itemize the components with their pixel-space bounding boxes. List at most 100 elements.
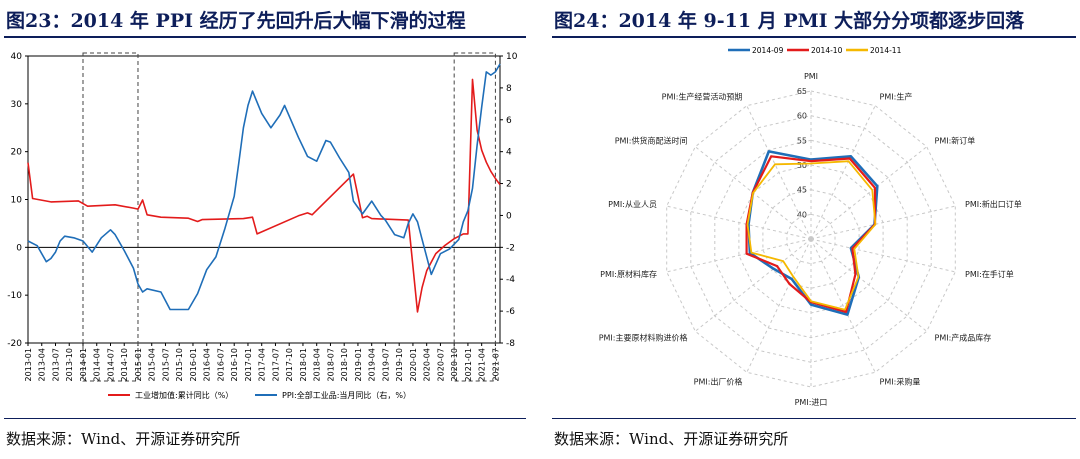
highlight-box xyxy=(82,52,139,382)
radar-axis-label: PMI:从业人员 xyxy=(608,199,657,209)
x-tick-label: 2021-01 xyxy=(464,348,473,381)
y-right-tick-label: -6 xyxy=(506,307,515,317)
radar-series-2014-11 xyxy=(746,160,877,311)
radar-axis-label: PMI:原材料库存 xyxy=(600,269,657,279)
legend-label: 2014-09 xyxy=(752,46,784,55)
x-tick-label: 2020-01 xyxy=(409,348,418,381)
x-tick-label: 2021-07 xyxy=(491,348,500,381)
radar-spoke xyxy=(810,238,928,332)
title-rule xyxy=(552,36,1076,38)
y-left-tick-label: 10 xyxy=(11,196,23,206)
x-tick-label: 2013-10 xyxy=(65,348,74,381)
x-tick-label: 2015-07 xyxy=(161,348,170,381)
x-tick-label: 2018-10 xyxy=(340,348,349,381)
x-tick-label: 2014-01 xyxy=(79,348,88,381)
left-panel: 图23：2014 年 PPI 经历了先回升后大幅下滑的过程 40 30 20 10 0-… xyxy=(0,0,530,459)
x-tick-label: 2016-01 xyxy=(189,348,198,381)
radar-axis-label: PMI:出厂价格 xyxy=(694,376,743,386)
y-left-tick-label: 0 xyxy=(16,243,22,253)
legend-label: 工业增加值:累计同比（%） xyxy=(135,390,233,400)
x-tick-label: 2018-04 xyxy=(313,348,322,381)
figure-23-source: 数据来源：Wind、开源证券研究所 xyxy=(6,430,241,448)
x-tick-label: 2013-01 xyxy=(24,348,33,381)
x-tick-label: 2016-10 xyxy=(230,348,239,381)
x-tick-label: 2014-07 xyxy=(106,348,115,381)
x-tick-label: 2014-10 xyxy=(120,348,129,381)
radar-chart: 40 45 50 55 60 65 PMI PMI:生产 PMI:新订单 PMI:新出口订单 PMI… xyxy=(599,46,1022,407)
radar-axis-label: PMI:新出口订单 xyxy=(965,199,1022,209)
x-tick-label: 2017-01 xyxy=(244,348,253,381)
radar-axis-label: PMI xyxy=(804,72,818,81)
y-right-tick-label: 10 xyxy=(506,52,518,62)
radar-axis-label: PMI:供货商配送时间 xyxy=(615,135,688,145)
radial-tick-label: 50 xyxy=(797,161,807,170)
radar-axis-label: PMI:生产 xyxy=(880,92,913,102)
radar-axis-label: PMI:主要原材料购进价格 xyxy=(599,333,688,343)
y-right-tick-label: -2 xyxy=(506,243,515,253)
x-tick-label: 2013-04 xyxy=(38,348,47,381)
y-right-tick-label: 4 xyxy=(506,148,512,158)
y-right-tick-label: 8 xyxy=(506,84,512,94)
radar-grid-ring xyxy=(666,90,956,388)
radar-axis-label: PMI:新订单 xyxy=(935,135,976,145)
x-tick-label: 2015-10 xyxy=(175,348,184,381)
source-rule xyxy=(4,418,526,419)
figure-23-title: 图23：2014 年 PPI 经历了先回升后大幅下滑的过程 xyxy=(6,10,466,32)
figure-24-title: 图24：2014 年 9-11 月 PMI 大部分分项都逐步回落 xyxy=(554,10,1025,32)
y-right-tick-label: 2 xyxy=(506,180,512,190)
x-tick-label: 2019-04 xyxy=(368,348,377,381)
radar-spoke xyxy=(810,146,928,240)
x-tick-label: 2021-04 xyxy=(478,348,487,381)
y-left-tick-label: -10 xyxy=(7,291,22,301)
radar-spoke xyxy=(810,105,876,240)
radar-spoke xyxy=(694,238,812,332)
radar-grid-ring xyxy=(786,213,836,265)
series-line-industrial-value-added xyxy=(27,78,501,313)
radar-spoke xyxy=(810,238,956,273)
x-tick-label: 2016-04 xyxy=(203,348,212,381)
x-tick-label: 2014-04 xyxy=(93,348,102,381)
radar-spoke xyxy=(666,238,812,273)
x-tick-label: 2019-07 xyxy=(381,348,390,381)
radar-series-2014-09 xyxy=(747,150,879,316)
radial-tick-label: 65 xyxy=(797,87,807,96)
x-tick-label: 2013-07 xyxy=(51,348,60,381)
x-tick-label: 2020-07 xyxy=(436,348,445,381)
radar-grid-ring xyxy=(690,115,932,363)
radar-spoke xyxy=(810,205,956,240)
y-right-tick-label: 6 xyxy=(506,116,512,126)
radar-axis-label: PMI:生产经营活动预期 xyxy=(662,92,743,102)
plot-frame xyxy=(27,55,501,344)
y-right-tick-label: -4 xyxy=(506,275,515,285)
x-tick-label: 2020-10 xyxy=(450,348,459,381)
x-tick-label: 2020-04 xyxy=(423,348,432,381)
radar-axis-label: PMI:产成品库存 xyxy=(935,333,992,343)
x-tick-label: 2017-10 xyxy=(285,348,294,381)
right-panel: 图24：2014 年 9-11 月 PMI 大部分分项都逐步回落 40 45 50 5… xyxy=(548,0,1080,459)
radar-spoke xyxy=(746,238,812,373)
series-line-ppi xyxy=(27,63,501,311)
legend-label: PPI:全部工业品:当月同比（右，%） xyxy=(282,390,411,400)
x-tick-label: 2018-07 xyxy=(326,348,335,381)
figure-24-source: 数据来源：Wind、开源证券研究所 xyxy=(554,430,789,448)
legend-label: 2014-11 xyxy=(870,46,902,55)
radar-spoke xyxy=(666,205,812,240)
radar-axis-label: PMI:采购量 xyxy=(880,376,921,386)
highlight-box xyxy=(453,52,496,382)
x-tick-label: 2017-07 xyxy=(271,348,280,381)
y-left-tick-label: 30 xyxy=(11,100,23,110)
title-rule xyxy=(4,36,526,38)
radar-spoke xyxy=(746,105,812,240)
x-tick-label: 2016-07 xyxy=(216,348,225,381)
y-left-tick-label: 40 xyxy=(11,52,23,62)
x-tick-label: 2015-04 xyxy=(148,348,157,381)
radial-tick-label: 55 xyxy=(797,136,807,145)
y-right-tick-label: 0 xyxy=(506,211,512,221)
legend-label: 2014-10 xyxy=(811,46,843,55)
y-left-tick-label: -20 xyxy=(7,339,22,349)
radial-tick-label: 40 xyxy=(797,210,807,219)
radial-tick-label: 45 xyxy=(797,186,807,195)
source-rule xyxy=(552,418,1076,419)
x-tick-label: 2019-10 xyxy=(395,348,404,381)
